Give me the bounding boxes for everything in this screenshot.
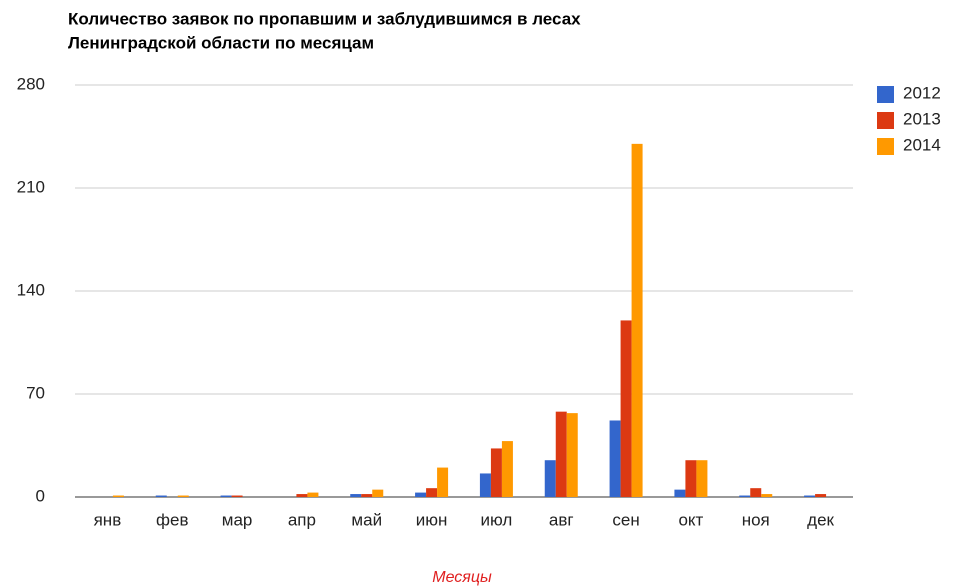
bar (804, 495, 816, 497)
y-tick-label: 140 (17, 280, 45, 299)
bar (112, 495, 124, 497)
legend-label: 2013 (903, 109, 941, 128)
bar (479, 473, 491, 497)
y-tick-label: 0 (36, 486, 45, 505)
bar (437, 467, 449, 497)
x-tick-label: фев (156, 510, 188, 529)
x-tick-label: авг (549, 510, 574, 529)
bar (750, 488, 762, 497)
bar (674, 489, 686, 497)
bar (631, 143, 643, 497)
x-tick-label: апр (288, 510, 316, 529)
x-tick-label: ноя (742, 510, 770, 529)
bar (566, 413, 578, 497)
bar (696, 460, 708, 497)
x-tick-label: июн (416, 510, 448, 529)
legend-swatch (877, 86, 894, 103)
bar (307, 492, 319, 497)
x-tick-label: окт (678, 510, 703, 529)
bar (155, 495, 167, 497)
legend-swatch (877, 138, 894, 155)
bar (501, 441, 513, 497)
legend-swatch (877, 112, 894, 129)
chart-title: Ленинградской области по месяцам (68, 33, 374, 52)
bar (761, 494, 773, 497)
bar (361, 494, 373, 497)
x-tick-label: дек (807, 510, 834, 529)
x-axis-label: Месяцы (432, 569, 492, 586)
bar (231, 495, 243, 497)
bar (544, 460, 556, 497)
bar (620, 320, 632, 497)
x-tick-label: янв (94, 510, 122, 529)
bar (490, 448, 502, 497)
legend-label: 2014 (903, 135, 941, 154)
x-tick-label: июл (481, 510, 513, 529)
x-tick-label: мар (222, 510, 253, 529)
y-tick-label: 210 (17, 177, 45, 196)
y-tick-label: 70 (26, 383, 45, 402)
bar (609, 420, 621, 497)
bar (685, 460, 697, 497)
chart-title: Количество заявок по пропавшим и заблуди… (68, 9, 581, 28)
x-tick-label: сен (612, 510, 639, 529)
bar (220, 495, 232, 497)
bar (177, 495, 189, 497)
bar (296, 494, 308, 497)
bar (426, 488, 438, 497)
bar (372, 489, 384, 497)
bar (415, 492, 427, 497)
bar (815, 494, 827, 497)
bar (350, 494, 362, 497)
y-tick-label: 280 (17, 74, 45, 93)
x-tick-label: май (351, 510, 382, 529)
bar (555, 411, 567, 497)
bar (739, 495, 751, 497)
legend-label: 2012 (903, 83, 941, 102)
